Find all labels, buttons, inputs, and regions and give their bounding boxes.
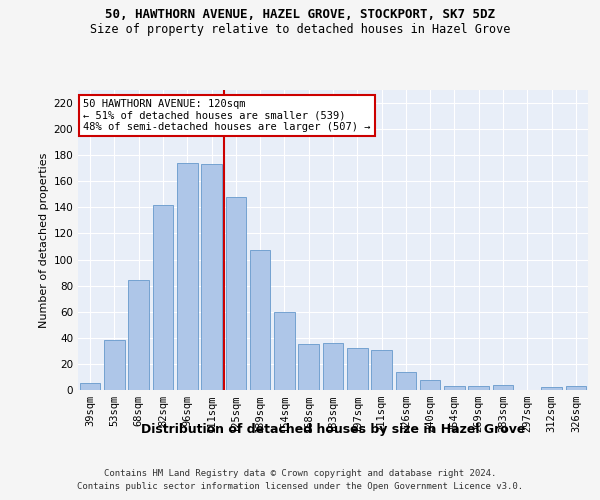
- Bar: [201, 164, 222, 390]
- Text: 50, HAWTHORN AVENUE, HAZEL GROVE, STOCKPORT, SK7 5DZ: 50, HAWTHORN AVENUE, HAZEL GROVE, STOCKP…: [105, 8, 495, 20]
- Bar: [420, 380, 440, 390]
- Text: Contains HM Land Registry data © Crown copyright and database right 2024.: Contains HM Land Registry data © Crown c…: [104, 468, 496, 477]
- Bar: [128, 280, 149, 390]
- Bar: [323, 343, 343, 390]
- Bar: [80, 384, 100, 390]
- Bar: [274, 312, 295, 390]
- Bar: [395, 372, 416, 390]
- Bar: [566, 386, 586, 390]
- Y-axis label: Number of detached properties: Number of detached properties: [39, 152, 49, 328]
- Bar: [444, 386, 465, 390]
- Text: 50 HAWTHORN AVENUE: 120sqm
← 51% of detached houses are smaller (539)
48% of sem: 50 HAWTHORN AVENUE: 120sqm ← 51% of deta…: [83, 99, 371, 132]
- Bar: [152, 205, 173, 390]
- Bar: [298, 344, 319, 390]
- Bar: [347, 348, 368, 390]
- Bar: [250, 250, 271, 390]
- Text: Size of property relative to detached houses in Hazel Grove: Size of property relative to detached ho…: [90, 22, 510, 36]
- Text: Contains public sector information licensed under the Open Government Licence v3: Contains public sector information licen…: [77, 482, 523, 491]
- Bar: [226, 197, 246, 390]
- Bar: [541, 388, 562, 390]
- Bar: [177, 163, 197, 390]
- Bar: [469, 386, 489, 390]
- Bar: [493, 385, 514, 390]
- Bar: [104, 340, 125, 390]
- Bar: [371, 350, 392, 390]
- Text: Distribution of detached houses by size in Hazel Grove: Distribution of detached houses by size …: [141, 422, 525, 436]
